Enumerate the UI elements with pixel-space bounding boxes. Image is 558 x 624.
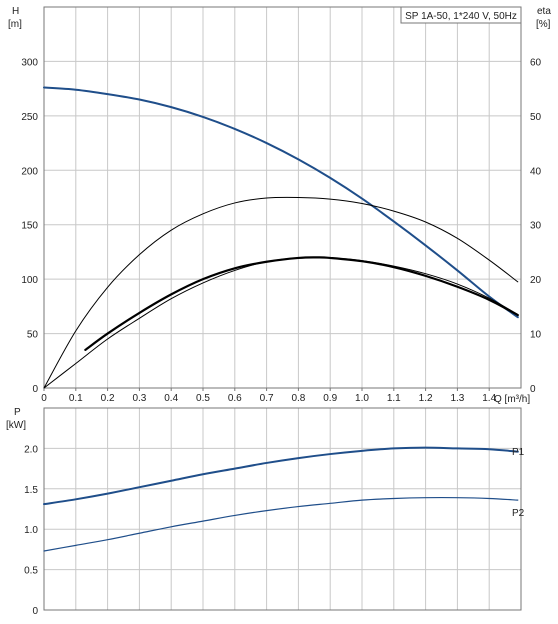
x-tick-label: 1.4 xyxy=(482,393,496,404)
power-tick-label: 1.5 xyxy=(24,485,38,496)
series-label-p1: P1 xyxy=(512,447,525,458)
x-axis-label: Q [m³/h] xyxy=(494,394,530,405)
x-tick-label: 1.2 xyxy=(419,393,433,404)
head-curve xyxy=(43,86,519,319)
x-tick-label: 0 xyxy=(41,393,47,404)
y-left-tick-label: 200 xyxy=(21,166,38,177)
power-tick-label: 0.5 xyxy=(24,566,38,577)
power-axis-name: P xyxy=(14,407,21,418)
x-tick-label: 0.6 xyxy=(228,393,242,404)
x-tick-label: 1.0 xyxy=(355,393,369,404)
top-tick-labels: 0 0.1 0.2 0.3 0.4 0.5 0.6 0.7 0.8 0.9 1.0 1.1 1.2 1.3… xyxy=(21,57,541,404)
y-right-tick-label: 0 xyxy=(530,384,536,395)
efficiency-curve-total xyxy=(43,196,519,389)
y-right-unit: [%] xyxy=(536,19,551,30)
y-left-tick-label: 0 xyxy=(32,384,38,395)
y-left-tick-label: 50 xyxy=(27,330,39,341)
y-right-tick-label: 10 xyxy=(530,330,542,341)
y-left-unit: [m] xyxy=(8,19,22,30)
chart-title: SP 1A-50, 1*240 V, 50Hz xyxy=(405,11,517,22)
y-left-name: H xyxy=(12,6,19,17)
x-tick-label: 0.9 xyxy=(323,393,337,404)
top-plot-frame xyxy=(43,6,522,389)
power-p2-curve xyxy=(43,496,519,552)
efficiency-curve-pump xyxy=(43,257,519,389)
y-right-tick-label: 60 xyxy=(530,57,542,68)
x-tick-label: 0.1 xyxy=(69,393,83,404)
bottom-tick-labels: 0 0.5 1.0 1.5 2.0 xyxy=(24,444,38,617)
y-right-tick-label: 30 xyxy=(530,221,542,232)
x-tick-label: 0.7 xyxy=(260,393,274,404)
x-tick-label: 0.3 xyxy=(132,393,146,404)
x-tick-label: 0.2 xyxy=(101,393,115,404)
y-right-tick-label: 50 xyxy=(530,112,542,123)
top-series-group xyxy=(43,86,519,389)
y-left-tick-label: 150 xyxy=(21,221,38,232)
y-right-name: eta xyxy=(537,6,551,17)
x-tick-label: 0.5 xyxy=(196,393,210,404)
bottom-series-group xyxy=(43,446,519,552)
power-tick-label: 2.0 xyxy=(24,444,38,455)
title-box xyxy=(400,6,522,24)
y-left-tick-label: 250 xyxy=(21,112,38,123)
y-right-tick-label: 20 xyxy=(530,275,542,286)
x-tick-label: 1.1 xyxy=(387,393,401,404)
power-axis-unit: [kW] xyxy=(6,420,26,431)
series-label-p2: P2 xyxy=(512,508,525,519)
y-left-tick-label: 100 xyxy=(21,275,38,286)
x-tick-label: 1.3 xyxy=(450,393,464,404)
npsh-curve xyxy=(84,256,519,351)
x-tick-label: 0.4 xyxy=(164,393,178,404)
x-tick-label: 0.8 xyxy=(291,393,305,404)
y-left-tick-label: 300 xyxy=(21,57,38,68)
bottom-plot-frame xyxy=(43,407,522,611)
power-tick-label: 0 xyxy=(32,606,38,617)
power-p1-curve xyxy=(43,446,519,506)
y-right-tick-label: 40 xyxy=(530,166,542,177)
power-tick-label: 1.0 xyxy=(24,525,38,536)
top-grid xyxy=(43,6,522,389)
